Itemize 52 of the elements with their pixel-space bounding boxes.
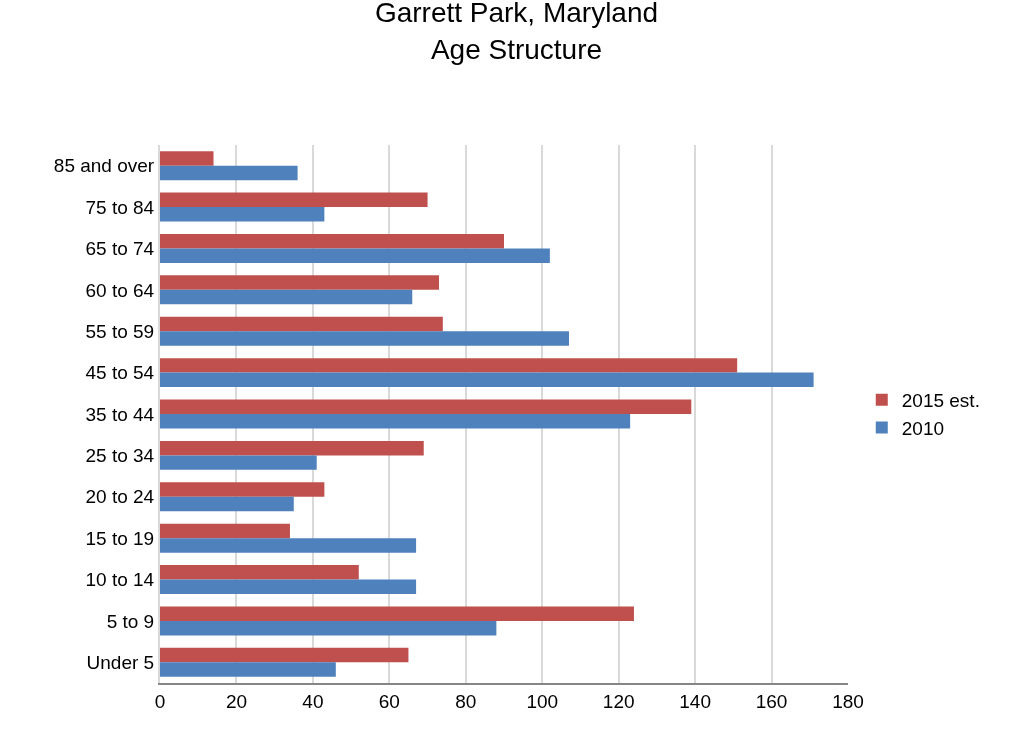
bar xyxy=(160,151,214,166)
x-tick-label: 40 xyxy=(302,690,324,712)
y-tick-label: 20 to 24 xyxy=(85,486,155,508)
bar xyxy=(160,358,738,373)
x-tick-label: 100 xyxy=(526,690,559,712)
y-tick-label: 60 to 64 xyxy=(85,279,155,301)
x-tick-label: 120 xyxy=(602,690,635,712)
bar xyxy=(160,662,336,677)
bar xyxy=(160,538,417,553)
bar xyxy=(160,647,409,663)
bar xyxy=(160,579,417,595)
bar xyxy=(160,233,504,249)
x-tick-label: 140 xyxy=(679,690,711,712)
y-tick-label: 10 to 14 xyxy=(85,569,155,591)
bar xyxy=(160,275,440,290)
y-tick-label: 55 to 59 xyxy=(85,320,155,342)
bar xyxy=(160,289,413,305)
bar xyxy=(160,440,424,456)
chart-title: Garrett Park, Maryland Age Structure xyxy=(374,0,659,65)
bar xyxy=(160,606,634,621)
x-tick-label: 160 xyxy=(755,690,788,712)
y-tick-label: 85 and over xyxy=(53,155,155,177)
bar xyxy=(160,565,359,580)
x-tick-label: 20 xyxy=(225,690,248,712)
bar xyxy=(160,165,298,181)
x-tick-label: 80 xyxy=(455,690,477,712)
y-tick-label: 45 to 54 xyxy=(85,362,155,384)
bar xyxy=(160,496,294,512)
y-tick-label: 5 to 9 xyxy=(106,610,155,632)
bar xyxy=(160,482,325,497)
legend-label: 2010 xyxy=(901,417,945,439)
y-tick-label: 75 to 84 xyxy=(85,196,155,218)
x-tick-label: 60 xyxy=(378,690,400,712)
bar xyxy=(160,399,692,414)
y-tick-label: 25 to 34 xyxy=(85,445,155,467)
y-tick-label: 35 to 44 xyxy=(85,403,155,425)
y-tick-label: 15 to 19 xyxy=(85,527,155,549)
x-tick-label: 180 xyxy=(832,690,864,712)
y-tick-label: 65 to 74 xyxy=(85,238,155,260)
bar xyxy=(160,523,290,539)
bar xyxy=(160,620,497,636)
bar xyxy=(160,248,550,263)
bar xyxy=(160,414,631,429)
bar xyxy=(160,192,428,208)
x-tick-label: 0 xyxy=(154,690,166,712)
legend-label: 2015 est. xyxy=(901,390,980,412)
bar xyxy=(160,207,325,222)
bar xyxy=(160,455,317,470)
y-tick-label: Under 5 xyxy=(86,651,155,673)
bar xyxy=(160,316,443,332)
bar xyxy=(160,372,814,388)
bar xyxy=(160,331,569,346)
